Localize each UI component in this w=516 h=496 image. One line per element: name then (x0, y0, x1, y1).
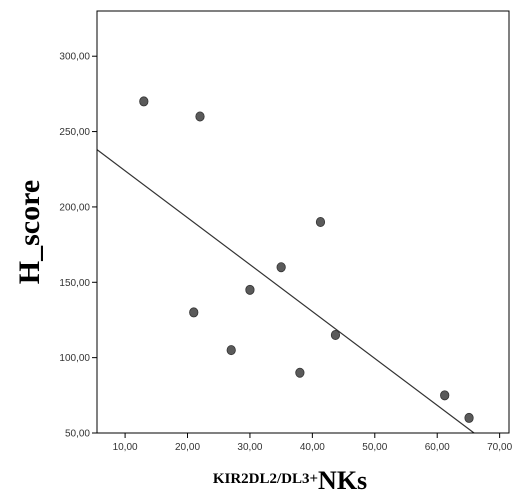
data-point (189, 307, 199, 318)
x-tick-label: 10,00 (113, 442, 138, 453)
data-point (195, 111, 205, 122)
y-tick-label: 50,00 (65, 429, 90, 440)
y-axis-label: H_score (13, 180, 46, 284)
x-tick-label: 20,00 (175, 442, 200, 453)
x-axis-label-suffix: NKs (318, 466, 367, 495)
x-axis-label: KIR2DL2/DL3+NKs (213, 466, 367, 495)
x-axis-label-main: KIR2DL2/DL3+ (213, 471, 318, 487)
data-point (245, 284, 255, 295)
y-tick-label: 100,00 (59, 353, 90, 364)
data-point (226, 345, 236, 356)
plot-frame (96, 10, 510, 434)
y-tick-label: 150,00 (59, 278, 90, 289)
y-tick-label: 300,00 (59, 52, 90, 63)
y-axis-ticks: 50,00 100,00 150,00 200,00 250,00 300,00 (59, 52, 97, 440)
data-point (276, 262, 286, 273)
data-point (139, 96, 149, 107)
y-tick-label: 200,00 (59, 202, 90, 213)
x-tick-label: 60,00 (425, 442, 450, 453)
data-point (440, 390, 450, 401)
x-tick-label: 50,00 (362, 442, 387, 453)
regression-line (96, 149, 475, 434)
data-point (464, 412, 474, 423)
data-point (330, 330, 341, 341)
x-tick-label: 40,00 (300, 442, 325, 453)
data-point (315, 216, 326, 227)
x-axis-ticks: 10,00 20,00 30,00 40,00 50,00 60,00 70,00 (113, 433, 513, 453)
data-point (295, 367, 305, 378)
data-points (139, 96, 474, 423)
y-tick-label: 250,00 (59, 127, 90, 138)
x-tick-label: 70,00 (487, 442, 512, 453)
x-tick-label: 30,00 (237, 442, 262, 453)
